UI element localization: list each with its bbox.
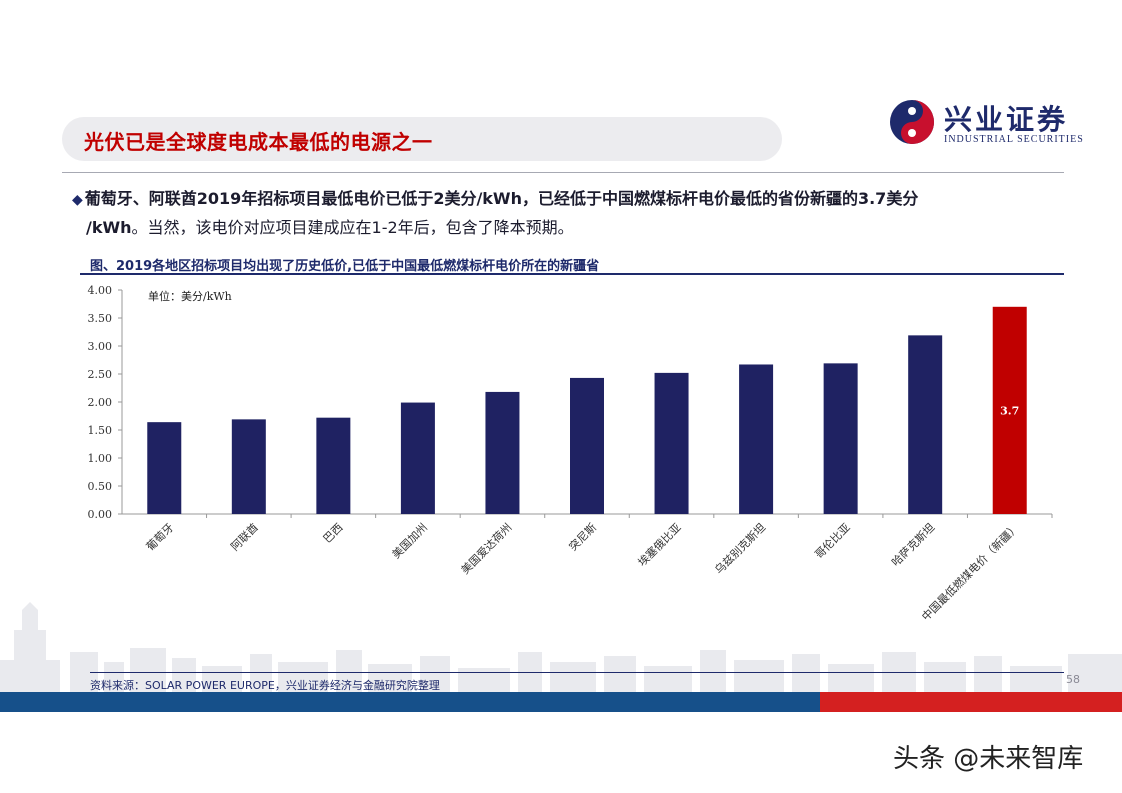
bar bbox=[823, 363, 858, 514]
x-axis: 葡萄牙 阿联酋 巴西 美国加州 美国爱达荷州 突尼斯 埃塞俄比亚 乌兹别克斯坦 哥伦比亚 哈萨克斯… bbox=[122, 513, 1053, 623]
x-tick-label: 葡萄牙 bbox=[144, 521, 177, 554]
y-tick-label: 0.50 bbox=[88, 480, 113, 493]
y-tick-label: 3.00 bbox=[88, 340, 113, 353]
y-axis: 0.00 0.50 1.00 1.50 2.00 2.50 3.00 3.50 4.00 bbox=[88, 284, 123, 521]
bar bbox=[485, 391, 520, 514]
bar bbox=[400, 402, 435, 514]
footer-band-blue bbox=[0, 692, 820, 712]
header-divider bbox=[62, 172, 1064, 173]
y-tick-label: 2.50 bbox=[88, 368, 113, 381]
company-logo: 兴业证券 INDUSTRIAL SECURITIES bbox=[886, 96, 1116, 152]
figure-title: 图、2019各地区招标项目均出现了历史低价,已低于中国最低燃煤标杆电价所在的新疆… bbox=[90, 259, 600, 274]
x-tick-label: 哈萨克斯坦 bbox=[889, 520, 938, 569]
bar bbox=[739, 364, 774, 514]
bar bbox=[231, 419, 266, 514]
y-tick-label: 1.50 bbox=[88, 424, 113, 437]
x-tick-label: 哥伦比亚 bbox=[812, 520, 853, 561]
y-tick-label: 2.00 bbox=[88, 396, 113, 409]
y-tick-label: 4.00 bbox=[88, 284, 113, 297]
x-tick-label: 美国爱达荷州 bbox=[459, 521, 515, 577]
bar bbox=[570, 377, 604, 514]
page-number: 58 bbox=[1066, 673, 1080, 686]
footer-band-red bbox=[820, 692, 1122, 712]
logo-mark-icon bbox=[890, 100, 934, 144]
y-tick-label: 1.00 bbox=[88, 452, 113, 465]
title-bar: 光伏已是全球度电成本最低的电源之一 bbox=[62, 117, 782, 161]
footer-rule bbox=[90, 672, 1064, 673]
x-tick-label: 埃塞俄比亚 bbox=[635, 520, 684, 569]
x-tick-label: 乌兹别克斯坦 bbox=[712, 520, 769, 577]
x-tick-label: 美国加州 bbox=[390, 521, 430, 561]
key-point-line-2: /kWh。当然，该电价对应项目建成应在1-2年后，包含了降本预期。 bbox=[72, 214, 1072, 241]
x-tick-label: 阿联酋 bbox=[228, 520, 261, 553]
logo-chinese-name: 兴业证券 bbox=[944, 103, 1069, 136]
bar-series: 3.7 bbox=[147, 306, 1027, 514]
key-point-unit: /kWh bbox=[86, 218, 132, 237]
bar bbox=[992, 306, 1027, 514]
logo-english-name: INDUSTRIAL SECURITIES bbox=[944, 134, 1084, 145]
watermark-text: 头条 @未来智库 bbox=[893, 744, 1084, 774]
unit-label: 单位：美分/kWh bbox=[148, 289, 232, 303]
x-tick-label: 中国最低燃煤电价（新疆） bbox=[919, 520, 1022, 623]
bar-chart: 0.00 0.50 1.00 1.50 2.00 2.50 3.00 3.50 4.00 葡萄牙… bbox=[88, 284, 1053, 623]
key-point-line-1: ◆ 葡萄牙、阿联酋2019年招标项目最低电价已低于2美分/kWh，已经低于中国燃煤… bbox=[72, 185, 1072, 214]
bar bbox=[654, 372, 689, 514]
bar bbox=[147, 422, 182, 514]
bar bbox=[908, 335, 943, 514]
x-tick-label: 突尼斯 bbox=[566, 520, 599, 553]
source-note: 资料来源：SOLAR POWER EUROPE，兴业证券经济与金融研究院整理 bbox=[90, 679, 440, 692]
bar bbox=[316, 417, 351, 514]
key-point-text-2: 。当然，该电价对应项目建成应在1-2年后，包含了降本预期。 bbox=[131, 218, 574, 237]
diamond-bullet-icon: ◆ bbox=[72, 192, 83, 208]
data-label: 3.7 bbox=[1000, 404, 1019, 417]
page-title: 光伏已是全球度电成本最低的电源之一 bbox=[84, 130, 433, 154]
y-tick-label: 3.50 bbox=[88, 312, 113, 325]
x-tick-label: 巴西 bbox=[321, 521, 346, 546]
figure-title-rule bbox=[80, 273, 1064, 275]
key-point: ◆ 葡萄牙、阿联酋2019年招标项目最低电价已低于2美分/kWh，已经低于中国燃煤… bbox=[72, 185, 1072, 241]
key-point-text-1: 葡萄牙、阿联酋2019年招标项目最低电价已低于2美分/kWh，已经低于中国燃煤标… bbox=[84, 189, 919, 208]
y-tick-label: 0.00 bbox=[88, 508, 113, 521]
